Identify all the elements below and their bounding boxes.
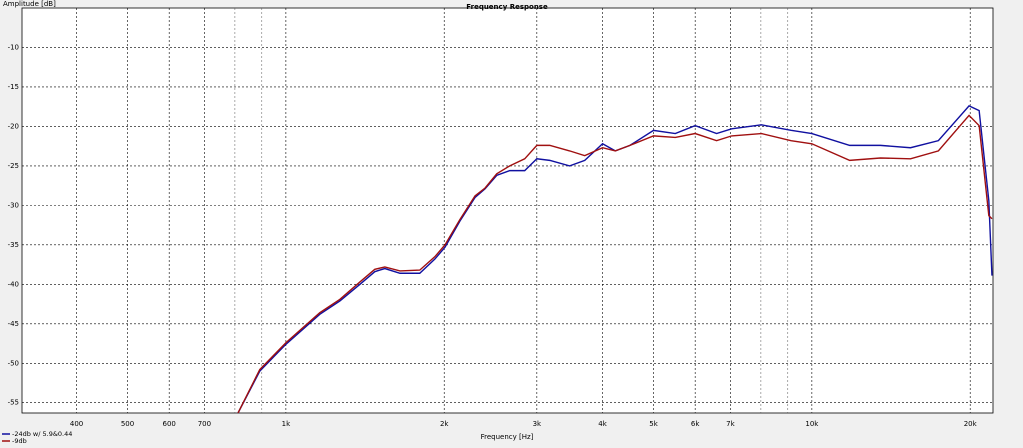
chart-title: Frequency Response — [466, 3, 548, 11]
x-tick-label: 6k — [691, 420, 700, 428]
plot-area — [21, 7, 994, 414]
y-tick-label: -55 — [8, 399, 19, 407]
x-tick-label: 20k — [964, 420, 978, 428]
y-tick-label: -30 — [8, 201, 19, 209]
x-tick-label: 10k — [805, 420, 819, 428]
x-axis-label: Frequency [Hz] — [481, 433, 534, 441]
y-tick-label: -15 — [8, 83, 19, 91]
series-line — [237, 105, 993, 413]
x-tick-label: 2k — [440, 420, 449, 428]
y-tick-label: -25 — [8, 162, 19, 170]
x-tick-label: 700 — [198, 420, 211, 428]
x-tick-label: 4k — [598, 420, 607, 428]
y-tick-label: -45 — [8, 320, 19, 328]
y-tick-label: -20 — [8, 122, 19, 130]
x-tick-label: 5k — [649, 420, 658, 428]
x-tick-label: 1k — [282, 420, 291, 428]
y-tick-label: -10 — [8, 43, 19, 51]
series-group — [237, 105, 993, 413]
y-tick-label: -40 — [8, 280, 19, 288]
legend-label: -24db w/ 5.9&0.44 — [12, 430, 72, 438]
x-tick-label: 7k — [726, 420, 735, 428]
y-axis-label: Amplitude [dB] — [3, 0, 56, 8]
y-tick-label: -35 — [8, 241, 19, 249]
legend-label: -9db — [12, 437, 27, 445]
x-tick-label: 500 — [121, 420, 134, 428]
x-tick-label: 3k — [533, 420, 542, 428]
series-line — [237, 114, 993, 413]
x-tick-label: 400 — [70, 420, 83, 428]
x-tick-label: 600 — [163, 420, 176, 428]
y-tick-label: -50 — [8, 359, 19, 367]
